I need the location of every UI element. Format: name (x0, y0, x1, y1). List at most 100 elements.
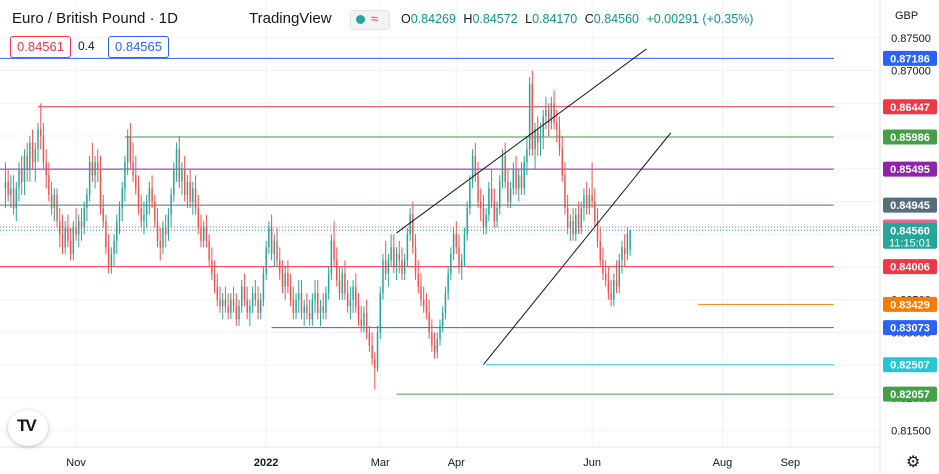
tradingview-logo-icon: TV (17, 416, 37, 435)
candle-body (72, 227, 75, 254)
candle-body (156, 221, 159, 241)
candle-body (83, 208, 85, 228)
candle-body (281, 273, 284, 287)
candle-body (382, 260, 384, 294)
candle-body (116, 221, 118, 241)
trendline (396, 48, 647, 234)
x-tick-label: Aug (713, 457, 733, 469)
candle-body (341, 273, 343, 294)
candle-body (626, 234, 629, 254)
market-status-indicator[interactable]: ≈ (350, 10, 390, 30)
candle-body (230, 299, 232, 313)
candle-body (395, 253, 398, 267)
candle-body (374, 358, 376, 369)
candle-body (463, 234, 466, 261)
candle-body (485, 214, 487, 228)
x-tick-label: Nov (66, 457, 86, 469)
candle-body (189, 181, 191, 202)
y-tick-label: 0.81500 (891, 426, 931, 438)
candle-body (558, 129, 561, 150)
price-tag-label: 0.83073 (890, 323, 930, 335)
price-tag (883, 222, 937, 249)
candle-body (279, 260, 281, 274)
price-tag-label: 0.82507 (890, 360, 930, 372)
candle-body (523, 162, 525, 189)
candle-body (518, 175, 520, 189)
price-tag-label: 0.87186 (890, 53, 930, 65)
candle-body (178, 149, 181, 182)
wave-icon: ≈ (371, 11, 379, 26)
candle-body (613, 280, 615, 300)
symbol-title[interactable]: Euro / British Pound · 1D (12, 10, 178, 27)
candle-body (175, 149, 178, 169)
time-axis: Nov 2022 Mar Apr Jun Aug Sep (0, 446, 880, 469)
candle-body (360, 319, 362, 326)
candle-body (547, 109, 550, 123)
candle-body (132, 162, 134, 176)
candle-body (159, 240, 161, 248)
candle-body (520, 175, 523, 189)
currency-label[interactable]: GBP (895, 10, 919, 22)
candle-body (428, 312, 430, 333)
candle-body (534, 129, 536, 150)
candle-body (289, 286, 292, 300)
candle-body (545, 109, 547, 117)
candle-body (173, 168, 175, 195)
candle-body (515, 168, 517, 189)
spread-value: 0.4 (78, 39, 95, 53)
candle-body (137, 188, 140, 209)
candle-body (542, 116, 544, 137)
candle-body (621, 247, 623, 261)
candle-body (240, 286, 243, 307)
x-tick-label: Jun (583, 457, 601, 469)
candle-body (623, 247, 626, 254)
candle-body (550, 103, 553, 123)
candle-body (615, 280, 618, 287)
candle-body (86, 194, 88, 209)
candle-body (181, 168, 183, 182)
candle-body (26, 155, 28, 169)
candle-body (308, 312, 311, 320)
candle-body (330, 240, 333, 274)
candle-body (56, 194, 58, 222)
candle-body (526, 149, 528, 163)
candle-body (145, 201, 148, 215)
candle-body (50, 194, 53, 209)
candle-body (12, 188, 15, 209)
candle-body (216, 286, 219, 300)
settings-gear-icon[interactable]: ⚙ (906, 454, 921, 471)
candle-body (458, 247, 460, 267)
candle-body (10, 188, 12, 195)
candle-body (4, 181, 7, 189)
candle-body (588, 194, 591, 209)
candle-body (221, 299, 224, 307)
price-tag-label: 0.84006 (890, 262, 930, 274)
candle-body (539, 136, 542, 143)
close-value: 0.84560 (593, 12, 639, 26)
y-tick-label: 0.87500 (891, 33, 931, 45)
change-value: +0.00291 (+0.35%) (646, 12, 754, 26)
price-tag (883, 99, 937, 115)
candle-body (129, 136, 132, 163)
candle-body (474, 155, 477, 176)
candle-body (251, 293, 254, 307)
candle-body (355, 286, 357, 307)
trendline (483, 132, 672, 365)
candle-body (300, 293, 303, 313)
candle-body (102, 208, 104, 222)
candle-body (363, 312, 365, 326)
candle-body (232, 299, 235, 307)
candle-body (287, 273, 289, 287)
candle-body (425, 306, 428, 313)
candle-body (401, 260, 403, 274)
candle-body (553, 103, 555, 123)
sell-price-button[interactable]: 0.84561 (10, 36, 71, 58)
candle-body (504, 155, 506, 182)
price-tag (883, 320, 937, 336)
candle-body (31, 142, 34, 163)
price-tag (883, 259, 937, 275)
buy-price-button[interactable]: 0.84565 (108, 36, 169, 58)
tradingview-logo[interactable]: TV (8, 410, 48, 446)
candle-body (143, 214, 145, 222)
